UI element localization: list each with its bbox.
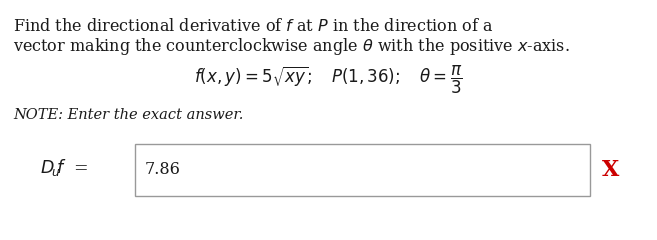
Text: vector making the counterclockwise angle $\theta$ with the positive $x$-axis.: vector making the counterclockwise angle… — [13, 36, 570, 57]
Text: $f(x, y) = 5\sqrt{xy};\quad P(1, 36);\quad \theta = \dfrac{\pi}{3}$: $f(x, y) = 5\sqrt{xy};\quad P(1, 36);\qu… — [194, 64, 463, 96]
Text: $D_{\!\mathit{u}}\!\mathit{f}$  =: $D_{\!\mathit{u}}\!\mathit{f}$ = — [40, 157, 89, 179]
Text: NOTE: Enter the exact answer.: NOTE: Enter the exact answer. — [13, 108, 243, 122]
Bar — [135, 144, 590, 196]
Text: Find the directional derivative of $f$ at $P$ in the direction of a: Find the directional derivative of $f$ a… — [13, 18, 493, 35]
Text: 7.86: 7.86 — [145, 162, 181, 179]
Text: X: X — [602, 159, 620, 181]
